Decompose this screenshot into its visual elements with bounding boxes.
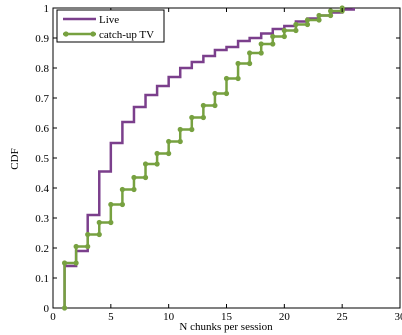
series-marker-1-27 (212, 90, 218, 97)
series-marker-1-8 (108, 219, 114, 226)
series-marker-1-16 (154, 161, 160, 167)
series-marker-1-4 (85, 243, 91, 250)
series-layer (61, 5, 355, 311)
series-marker-1-26 (212, 102, 218, 109)
legend-marker-catchup (90, 31, 96, 37)
legend: Live catch-up TV (56, 9, 165, 43)
series-marker-1-29 (223, 75, 230, 82)
y-tick-label: 0.5 (35, 153, 49, 165)
x-tick-label: 10 (163, 311, 175, 323)
series-marker-1-35 (258, 41, 264, 47)
series-marker-1-24 (200, 114, 206, 121)
legend-label-catchup: catch-up TV (99, 29, 154, 41)
series-marker-1-12 (131, 186, 137, 193)
axes-layer: 0 5 10 15 20 25 30 0 0.1 0.2 0.3 0.4 0.5 0.6 0.7 0.8 0.9… (35, 3, 402, 323)
series-marker-1-45 (316, 12, 322, 19)
series-marker-1-42 (304, 21, 311, 28)
series-marker-1-11 (119, 186, 125, 193)
x-tick-label: 15 (221, 311, 233, 323)
plot-frame (52, 7, 401, 309)
series-marker-1-37 (270, 33, 276, 40)
series-marker-1-31 (235, 60, 241, 67)
y-axis-label: CDF (9, 148, 21, 169)
series-marker-1-3 (73, 243, 79, 250)
y-tick-label: 0.8 (35, 63, 49, 75)
series-marker-1-6 (96, 231, 102, 238)
series-marker-1-41 (293, 21, 299, 28)
x-tick-label: 30 (395, 311, 402, 323)
y-tick-label: 0 (44, 303, 50, 315)
x-tick-label: 0 (50, 311, 56, 323)
series-marker-1-33 (247, 50, 253, 56)
y-tick-label: 0.6 (35, 123, 49, 135)
y-tick-label: 0.4 (35, 183, 49, 195)
series-marker-1-46 (328, 12, 334, 19)
series-marker-1-22 (189, 126, 195, 133)
series-marker-1-1 (61, 260, 68, 266)
series-marker-1-47 (328, 8, 334, 14)
series-marker-1-0 (61, 305, 68, 311)
series-marker-1-17 (154, 150, 160, 157)
plot-area (52, 7, 401, 309)
legend-box (56, 9, 165, 43)
series-marker-1-36 (270, 41, 276, 47)
series-marker-1-20 (177, 138, 183, 145)
series-marker-1-13 (131, 174, 137, 181)
series-marker-1-23 (189, 114, 195, 121)
series-marker-1-39 (281, 27, 287, 34)
legend-marker-catchup (63, 31, 69, 37)
x-tick-label: 20 (279, 311, 291, 323)
x-tick-label: 25 (337, 311, 349, 323)
y-tick-label: 0.9 (35, 33, 49, 45)
x-tick-label: 5 (108, 311, 114, 323)
series-marker-1-19 (166, 138, 172, 145)
series-marker-1-25 (200, 102, 206, 109)
series-marker-1-28 (223, 90, 230, 97)
series-marker-1-7 (96, 219, 102, 226)
series-marker-1-14 (142, 174, 149, 181)
series-marker-1-34 (258, 50, 264, 56)
y-tick-label: 0.7 (35, 93, 49, 105)
series-marker-1-32 (247, 60, 253, 67)
series-marker-1-40 (293, 27, 299, 34)
series-marker-1-15 (142, 161, 149, 167)
series-marker-1-18 (166, 150, 172, 157)
legend-label-live: Live (99, 14, 119, 26)
x-axis-label: N chunks per session (179, 321, 273, 333)
series-marker-1-5 (85, 231, 91, 238)
series-marker-1-21 (177, 126, 183, 133)
series-marker-1-2 (73, 260, 79, 266)
series-marker-1-43 (304, 17, 311, 23)
series-marker-1-30 (235, 75, 241, 82)
y-tick-label: 0.3 (35, 213, 49, 225)
series-marker-1-9 (108, 201, 114, 208)
series-marker-1-38 (281, 33, 287, 40)
series-marker-1-44 (316, 17, 322, 23)
series-marker-1-10 (119, 201, 125, 208)
y-tick-label: 0.1 (35, 273, 49, 285)
y-tick-label: 0.2 (35, 243, 49, 255)
y-tick-label: 1 (44, 3, 50, 15)
